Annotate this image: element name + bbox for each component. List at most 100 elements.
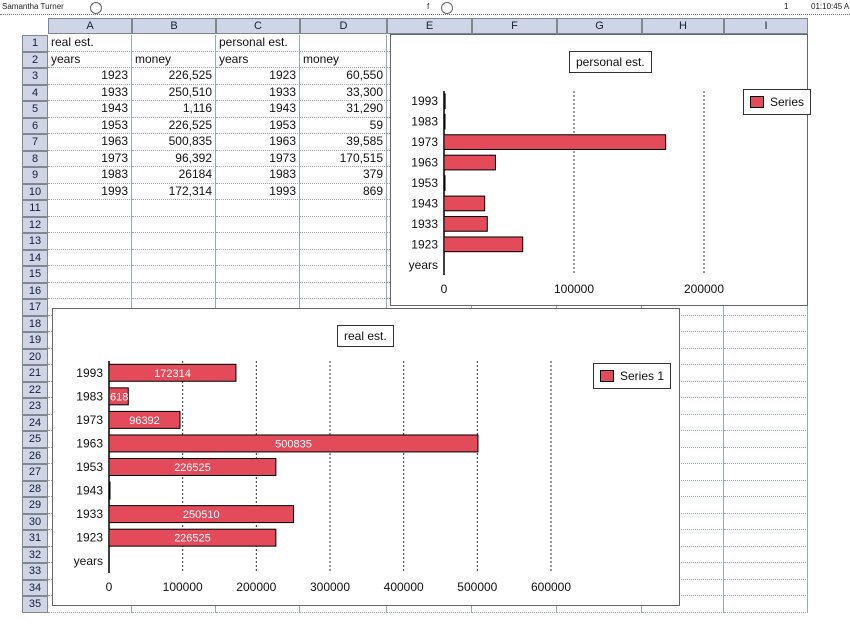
cell-a12[interactable] [48,216,132,233]
cell-i30[interactable] [724,513,808,530]
row-header[interactable]: 21 [22,365,48,382]
cell-c7[interactable]: 1963 [216,134,300,151]
cell-d15[interactable] [300,266,387,283]
cell-h25[interactable] [642,431,724,448]
row-header[interactable]: 25 [22,431,48,448]
cell-i34[interactable] [724,579,808,596]
cell-i18[interactable] [724,315,808,332]
cell-b3[interactable]: 226,525 [132,68,216,85]
cell-h29[interactable] [642,497,724,514]
row-header[interactable]: 1 [22,35,48,52]
cell-i26[interactable] [724,447,808,464]
cell-a13[interactable] [48,233,132,250]
cell-d9[interactable]: 379 [300,167,387,184]
cell-h26[interactable] [642,447,724,464]
cell-d8[interactable]: 170,515 [300,150,387,167]
cell-d3[interactable]: 60,550 [300,68,387,85]
cell-i17[interactable] [724,299,808,316]
cell-c10[interactable]: 1993 [216,183,300,200]
cell-i29[interactable] [724,497,808,514]
cell-d16[interactable] [300,282,387,299]
row-header[interactable]: 27 [22,464,48,481]
cell-h23[interactable] [642,398,724,415]
cell-i21[interactable] [724,365,808,382]
cell-a10[interactable]: 1993 [48,183,132,200]
cell-c6[interactable]: 1953 [216,117,300,134]
cell-h30[interactable] [642,513,724,530]
cell-d2[interactable]: money [300,51,387,68]
cell-b9[interactable]: 26184 [132,167,216,184]
row-header[interactable]: 33 [22,563,48,580]
cell-b11[interactable] [132,200,216,217]
column-header-i[interactable]: I [724,18,808,34]
column-header-a[interactable]: A [48,18,132,34]
cell-b16[interactable] [132,282,216,299]
row-header[interactable]: 10 [22,183,48,200]
cell-c4[interactable]: 1933 [216,84,300,101]
cell-c15[interactable] [216,266,300,283]
cell-h35[interactable] [642,596,724,613]
row-header[interactable]: 24 [22,414,48,431]
cell-b8[interactable]: 96,392 [132,150,216,167]
cell-i31[interactable] [724,530,808,547]
cell-i27[interactable] [724,464,808,481]
cell-h22[interactable] [642,381,724,398]
row-header[interactable]: 18 [22,315,48,332]
cell-h31[interactable] [642,530,724,547]
cell-b13[interactable] [132,233,216,250]
cell-a16[interactable] [48,282,132,299]
cell-c1[interactable]: personal est. [216,35,300,52]
row-header[interactable]: 19 [22,332,48,349]
cell-h27[interactable] [642,464,724,481]
row-header[interactable]: 22 [22,381,48,398]
row-header[interactable]: 3 [22,68,48,85]
row-header[interactable]: 17 [22,299,48,316]
cell-c9[interactable]: 1983 [216,167,300,184]
row-header[interactable]: 9 [22,167,48,184]
cell-h34[interactable] [642,579,724,596]
row-header[interactable]: 4 [22,84,48,101]
cell-b12[interactable] [132,216,216,233]
row-header[interactable]: 23 [22,398,48,415]
cell-a3[interactable]: 1923 [48,68,132,85]
row-header[interactable]: 32 [22,546,48,563]
column-header-g[interactable]: G [557,18,642,34]
cell-b1[interactable] [132,35,216,52]
row-header[interactable]: 12 [22,216,48,233]
cell-b4[interactable]: 250,510 [132,84,216,101]
cell-a1[interactable]: real est. [48,35,132,52]
cell-i33[interactable] [724,563,808,580]
cell-d13[interactable] [300,233,387,250]
cell-h32[interactable] [642,546,724,563]
cell-a11[interactable] [48,200,132,217]
cell-c14[interactable] [216,249,300,266]
row-header[interactable]: 15 [22,266,48,283]
cell-a7[interactable]: 1963 [48,134,132,151]
cell-i20[interactable] [724,348,808,365]
column-header-e[interactable]: E [387,18,472,34]
cell-h18[interactable] [642,315,724,332]
chart-personal-est[interactable]: personal est. Series 0 100000 200000 years 1… [390,34,812,306]
cell-h28[interactable] [642,480,724,497]
cell-d6[interactable]: 59 [300,117,387,134]
cell-h33[interactable] [642,563,724,580]
row-header[interactable]: 6 [22,117,48,134]
row-header[interactable]: 26 [22,447,48,464]
cell-h24[interactable] [642,414,724,431]
row-header[interactable]: 16 [22,282,48,299]
cell-a14[interactable] [48,249,132,266]
cell-a15[interactable] [48,266,132,283]
cell-c16[interactable] [216,282,300,299]
row-header[interactable]: 14 [22,249,48,266]
cell-h21[interactable] [642,365,724,382]
cell-d7[interactable]: 39,585 [300,134,387,151]
cell-b2[interactable]: money [132,51,216,68]
cell-c5[interactable]: 1943 [216,101,300,118]
cell-a5[interactable]: 1943 [48,101,132,118]
cell-a8[interactable]: 1973 [48,150,132,167]
cell-b15[interactable] [132,266,216,283]
cell-d11[interactable] [300,200,387,217]
cell-d1[interactable] [300,35,387,52]
cell-a9[interactable]: 1983 [48,167,132,184]
row-header[interactable]: 31 [22,530,48,547]
